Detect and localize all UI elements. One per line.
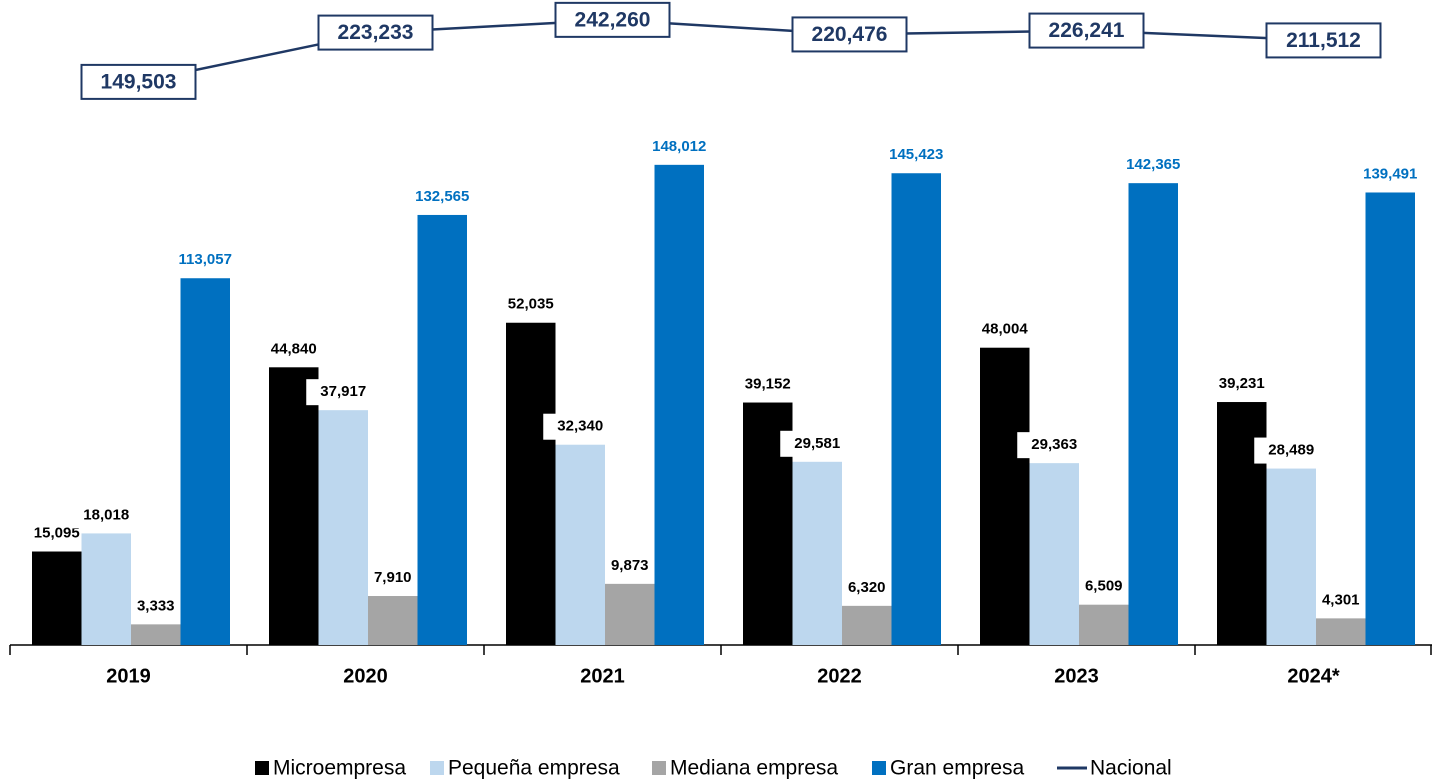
data-label: 39,231 [1219, 375, 1265, 392]
bar [417, 214, 467, 645]
bar [1079, 604, 1129, 645]
data-label: 48,004 [982, 321, 1029, 338]
data-label: 39,152 [745, 375, 791, 392]
label-box [791, 16, 908, 53]
x-tick-label: 2019 [106, 665, 151, 687]
legend-marker [652, 761, 666, 775]
data-label: 148,012 [652, 138, 706, 155]
bar [1365, 192, 1415, 645]
label-box [80, 63, 197, 100]
data-label: 28,489 [1268, 442, 1314, 459]
label-box [1028, 12, 1145, 49]
bar [368, 596, 418, 645]
bar [131, 624, 181, 645]
data-label: 132,565 [415, 188, 469, 205]
line [138, 18, 1324, 84]
bar [842, 605, 892, 645]
data-label: 113,057 [179, 251, 232, 268]
data-label: 9,873 [611, 557, 649, 574]
data-label: 29,363 [1031, 436, 1077, 453]
legend-marker [430, 761, 444, 775]
x-tick-label: 2020 [343, 665, 388, 687]
bar [81, 533, 131, 645]
x-tick-label: 2021 [580, 665, 625, 687]
data-label: 139,491 [1363, 165, 1417, 182]
data-label: 44,840 [271, 340, 317, 357]
legend-label: Pequeña empresa [448, 757, 620, 780]
data-label: 7,910 [374, 569, 412, 586]
label-box [1254, 437, 1329, 464]
legend-label: Mediana empresa [670, 757, 838, 780]
data-label: 149,503 [101, 70, 177, 93]
x-tick-label: 2023 [1054, 665, 1099, 687]
data-label: 211,512 [1286, 29, 1361, 52]
bar [32, 551, 82, 645]
bar [555, 444, 605, 645]
bar [1316, 618, 1366, 645]
bar [1029, 463, 1079, 645]
data-label: 220,476 [812, 23, 888, 46]
bar [891, 173, 941, 646]
bar [605, 583, 655, 645]
bar [1128, 183, 1178, 645]
data-label: 37,917 [320, 383, 366, 400]
label-box [1017, 432, 1092, 459]
label-box [317, 14, 434, 51]
legend-marker [872, 761, 886, 775]
data-label: 32,340 [557, 418, 603, 435]
bar [180, 278, 230, 645]
bar [792, 461, 842, 645]
label-box [69, 502, 144, 529]
bar [980, 347, 1030, 645]
data-label: 226,241 [1049, 19, 1125, 42]
legend-label: Microempresa [273, 757, 406, 780]
data-label: 29,581 [794, 435, 840, 452]
bar [1266, 468, 1316, 645]
bar [654, 164, 704, 645]
data-label: 52,035 [508, 296, 554, 313]
label-box [1265, 22, 1382, 59]
data-label: 223,233 [338, 21, 414, 44]
bar [506, 322, 556, 645]
data-label: 3,333 [137, 597, 175, 614]
data-label: 18,018 [83, 506, 129, 523]
x-tick-label: 2022 [817, 665, 862, 687]
data-label: 242,260 [575, 8, 651, 31]
label-box [554, 1, 671, 38]
legend-label: Nacional [1090, 757, 1172, 780]
legend-marker [255, 761, 269, 775]
data-label: 6,509 [1085, 578, 1123, 595]
data-label: 142,365 [1126, 156, 1180, 173]
bar [269, 367, 319, 645]
data-label: 6,320 [848, 579, 886, 596]
label-box [780, 430, 855, 457]
x-tick-label: 2024* [1287, 665, 1339, 687]
label-box [306, 379, 381, 406]
legend-label: Gran empresa [890, 757, 1025, 780]
bar [318, 410, 368, 645]
data-label: 15,095 [34, 524, 80, 541]
data-label: 145,423 [889, 146, 943, 163]
label-box [543, 413, 618, 440]
data-label: 4,301 [1322, 591, 1360, 608]
